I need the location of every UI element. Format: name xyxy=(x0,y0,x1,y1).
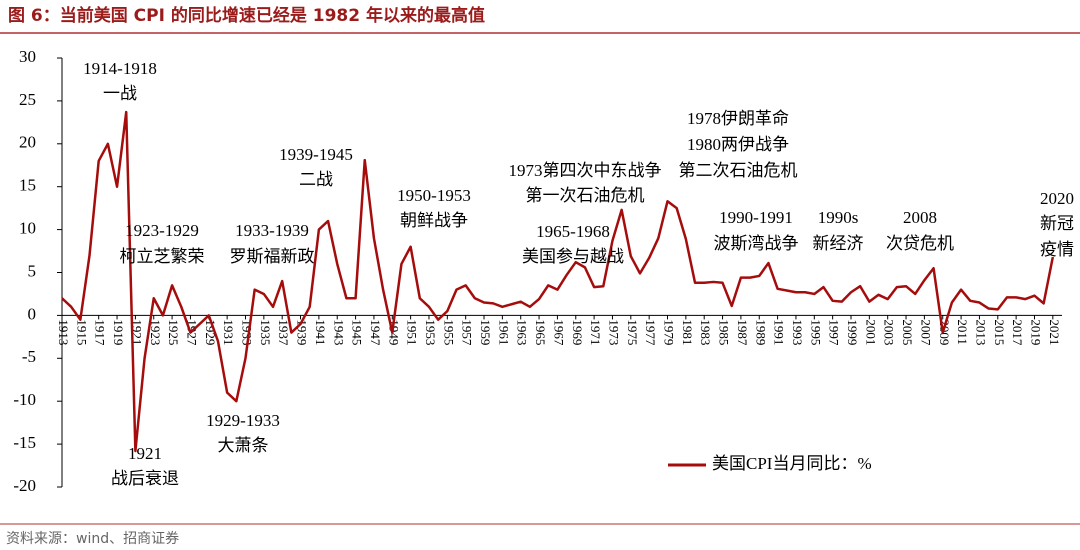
x-tick-label: 1937 xyxy=(276,319,291,346)
x-tick-label: 1929 xyxy=(203,319,218,345)
x-tick-label: 1971 xyxy=(588,319,603,345)
x-tick-label: 1943 xyxy=(331,319,346,345)
annotation: 1973第四次中东战争 xyxy=(509,161,662,180)
x-tick-label: 1985 xyxy=(717,319,732,345)
annotation: 1965-1968 xyxy=(536,222,610,241)
x-tick-label: 1915 xyxy=(74,319,89,345)
annotation: 大萧条 xyxy=(218,436,269,455)
annotation: 第一次石油危机 xyxy=(526,186,645,205)
annotation: 柯立芝繁荣 xyxy=(120,247,205,266)
x-tick-label: 2001 xyxy=(863,319,878,345)
x-tick-label: 1935 xyxy=(258,319,273,345)
x-tick-label: 2009 xyxy=(937,319,952,345)
x-tick-label: 1923 xyxy=(148,319,163,345)
x-tick-label: 1995 xyxy=(808,319,823,345)
x-tick-label: 1925 xyxy=(166,319,181,345)
x-tick-label: 1983 xyxy=(698,319,713,345)
x-tick-label: 2005 xyxy=(900,319,915,345)
annotation: 1933-1939 xyxy=(235,221,309,240)
x-tick-label: 2021 xyxy=(1047,319,1062,345)
x-tick-label: 2015 xyxy=(992,319,1007,345)
x-tick-label: 1931 xyxy=(221,319,236,345)
annotation: 2020 xyxy=(1040,189,1074,208)
x-tick-label: 1981 xyxy=(680,319,695,345)
y-tick-label: 25 xyxy=(19,90,36,109)
annotation: 1990s xyxy=(818,208,859,227)
y-tick-label: 5 xyxy=(28,261,37,280)
x-tick-label: 2019 xyxy=(1028,319,1043,345)
source: 资料来源：wind、招商证券 xyxy=(6,531,179,547)
x-tick-label: 1955 xyxy=(441,319,456,345)
x-tick-label: 1979 xyxy=(662,319,677,345)
y-tick-label: 15 xyxy=(19,176,36,195)
x-tick-label: 2013 xyxy=(973,319,988,345)
annotation: 1978伊朗革命 xyxy=(687,109,789,128)
annotation: 第二次石油危机 xyxy=(679,161,798,180)
x-tick-label: 1913 xyxy=(56,319,71,345)
y-tick-label: -10 xyxy=(13,390,36,409)
annotation: 次贷危机 xyxy=(886,234,954,253)
x-tick-label: 1991 xyxy=(772,319,787,345)
annotation: 一战 xyxy=(103,84,137,103)
annotation: 1929-1933 xyxy=(206,411,280,430)
x-tick-label: 1975 xyxy=(625,319,640,345)
x-tick-label: 1973 xyxy=(606,319,621,345)
y-tick-label: 10 xyxy=(19,219,36,238)
annotation: 1921 xyxy=(128,444,162,463)
y-tick-label: 20 xyxy=(19,133,36,152)
annotation: 1980两伊战争 xyxy=(687,135,789,154)
x-tick-label: 1959 xyxy=(478,319,493,345)
annotation: 新冠 xyxy=(1040,214,1074,233)
annotation: 波斯湾战争 xyxy=(714,234,799,253)
x-tick-label: 1957 xyxy=(460,319,475,346)
annotation: 美国参与越战 xyxy=(522,247,624,266)
x-tick-label: 1969 xyxy=(570,319,585,345)
x-tick-label: 1999 xyxy=(845,319,860,345)
annotation: 朝鲜战争 xyxy=(400,211,468,230)
chart-title: 图 6：当前美国 CPI 的同比增速已经是 1982 年以来的最高值 xyxy=(8,5,485,26)
annotation: 疫情 xyxy=(1040,240,1074,259)
annotation: 新经济 xyxy=(813,234,864,253)
x-tick-label: 1965 xyxy=(533,319,548,345)
x-tick-label: 1953 xyxy=(423,319,438,345)
x-tick-label: 1917 xyxy=(93,319,108,346)
y-tick-label: -20 xyxy=(13,476,36,495)
x-tick-label: 1993 xyxy=(790,319,805,345)
x-tick-label: 2017 xyxy=(1010,319,1025,346)
annotation: 战后衰退 xyxy=(111,469,179,488)
annotation: 1950-1953 xyxy=(397,186,471,205)
x-tick-label: 1961 xyxy=(496,319,511,345)
x-tick-label: 1989 xyxy=(753,319,768,345)
x-tick-label: 1941 xyxy=(313,319,328,345)
x-tick-label: 1987 xyxy=(735,319,750,346)
annotation: 1923-1929 xyxy=(125,221,199,240)
annotation: 罗斯福新政 xyxy=(230,247,315,266)
line xyxy=(61,110,1055,453)
annotation: 1939-1945 xyxy=(279,145,353,164)
x-tick-label: 2003 xyxy=(882,319,897,345)
y-tick-label: -15 xyxy=(13,433,36,452)
annotation: 1990-1991 xyxy=(719,208,793,227)
x-tick-label: 1967 xyxy=(551,319,566,346)
x-tick-label: 1919 xyxy=(111,319,126,345)
x-tick-label: 1951 xyxy=(405,319,420,345)
x-tick-label: 1947 xyxy=(368,319,383,346)
x-tick-label: 1997 xyxy=(827,319,842,346)
x-tick-label: 1963 xyxy=(515,319,530,345)
y-tick-label: 0 xyxy=(28,304,37,323)
y-tick-label: -5 xyxy=(22,347,36,366)
x-tick-label: 1945 xyxy=(350,319,365,345)
legend-label: 美国CPI当月同比：% xyxy=(712,454,872,473)
x-tick-label: 2011 xyxy=(955,319,970,345)
annotation: 2008 xyxy=(903,208,937,227)
annotation: 二战 xyxy=(299,170,333,189)
x-tick-label: 2007 xyxy=(918,319,933,346)
x-tick-label: 1977 xyxy=(643,319,658,346)
y-tick-label: 30 xyxy=(19,47,36,66)
annotation: 1914-1918 xyxy=(83,59,157,78)
